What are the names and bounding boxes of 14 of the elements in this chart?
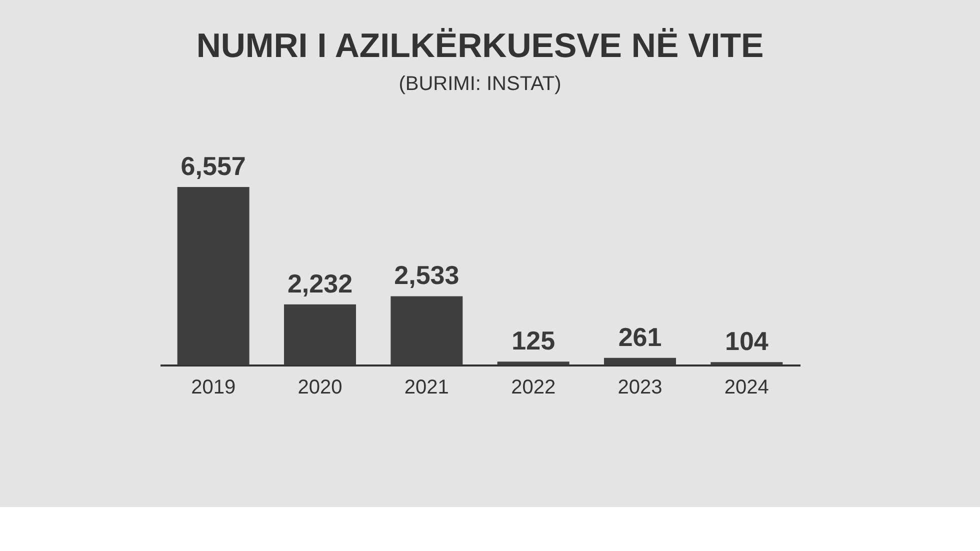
data-label: 261 [618, 322, 662, 352]
chart-title: NUMRI I AZILKËRKUESVE NË VITE [196, 27, 764, 66]
x-tick-label: 2024 [724, 376, 769, 398]
data-label: 104 [724, 326, 769, 356]
x-tick-label: 2019 [191, 376, 236, 398]
x-tick-label: 2022 [511, 376, 556, 398]
x-tick-label: 2020 [298, 376, 342, 398]
data-label: 6,557 [180, 151, 246, 182]
x-tick-label: 2023 [618, 376, 662, 398]
chart-subtitle: (BURIMI: INSTAT) [398, 73, 562, 96]
data-label: 2,533 [394, 260, 460, 290]
data-label: 125 [512, 326, 556, 356]
x-tick-label: 2021 [404, 376, 449, 398]
data-label: 2,232 [287, 268, 353, 298]
